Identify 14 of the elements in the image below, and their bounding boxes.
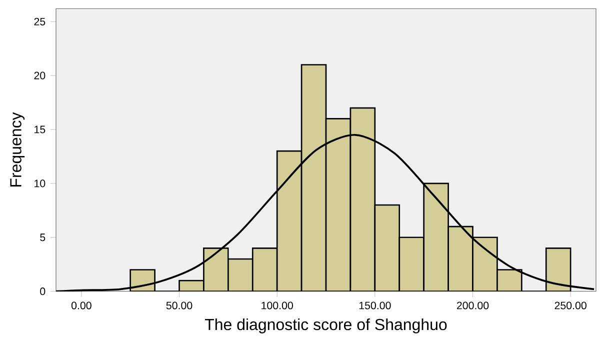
x-tick-label: 0.00 xyxy=(71,302,92,310)
y-tick-label: 15 xyxy=(34,126,46,134)
y-tick-label: 5 xyxy=(40,234,46,242)
y-tick-label: 25 xyxy=(34,18,46,26)
y-tick-label: 10 xyxy=(34,180,46,188)
y-axis-title: Frequency xyxy=(10,112,25,186)
x-axis-title: The diagnostic score of Shanghuo xyxy=(204,318,447,334)
x-tick-label: 150.00 xyxy=(359,302,391,310)
y-tick-label: 0 xyxy=(40,288,46,296)
x-tick-label: 250.00 xyxy=(554,302,586,310)
x-tick-label: 50.00 xyxy=(166,302,192,310)
x-tick-label: 200.00 xyxy=(456,302,489,310)
y-tick-label: 20 xyxy=(34,72,46,80)
x-tick-label: 100.00 xyxy=(262,302,293,310)
